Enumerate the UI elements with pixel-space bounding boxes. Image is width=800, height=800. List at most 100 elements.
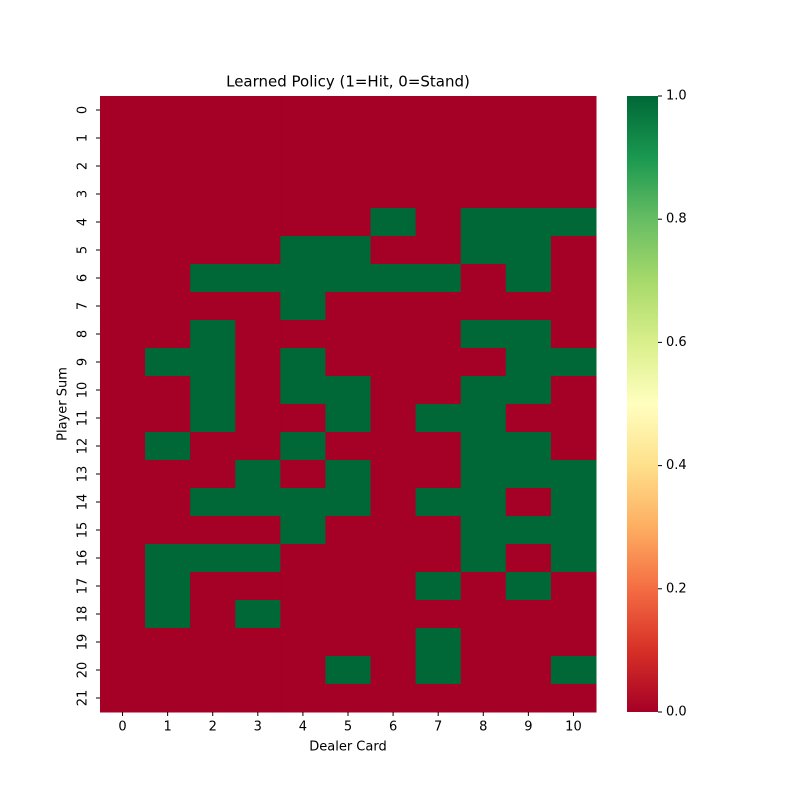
heatmap-cell — [505, 572, 552, 601]
heatmap-cell — [280, 432, 326, 461]
heatmap-cell — [415, 600, 462, 629]
heatmap-cell — [370, 320, 417, 349]
heatmap-cell — [235, 348, 281, 377]
heatmap-cell — [280, 236, 326, 265]
heatmap-cell — [190, 516, 236, 545]
heatmap-cell — [460, 628, 507, 657]
heatmap-cell — [190, 460, 236, 489]
heatmap-cell — [505, 376, 552, 405]
heatmap-cell — [145, 488, 191, 517]
heatmap-cell — [370, 432, 417, 461]
heatmap-cell — [100, 516, 146, 545]
y-tick-label: 8 — [76, 330, 91, 338]
heatmap-cell — [415, 208, 462, 237]
heatmap-cell — [505, 236, 552, 265]
heatmap-cell — [325, 180, 372, 209]
heatmap-cell — [145, 292, 191, 321]
heatmap-cell — [460, 348, 507, 377]
heatmap-cell — [370, 292, 417, 321]
heatmap-cell — [280, 152, 326, 181]
heatmap-cell — [550, 236, 597, 265]
heatmap-cell — [505, 320, 552, 349]
heatmap-cell — [370, 96, 417, 125]
heatmap-cell — [235, 236, 281, 265]
heatmap-cell — [190, 572, 236, 601]
heatmap-cell — [235, 628, 281, 657]
heatmap-cell — [190, 628, 236, 657]
heatmap-cell — [505, 460, 552, 489]
y-tick-label: 12 — [76, 438, 91, 455]
y-tick-label: 5 — [76, 246, 91, 254]
heatmap-cell — [235, 376, 281, 405]
heatmap-cell — [505, 292, 552, 321]
x-tick-label: 8 — [479, 720, 487, 735]
heatmap-cell — [550, 96, 597, 125]
colorbar-tick-label: 0.4 — [666, 458, 687, 473]
heatmap-cell — [190, 404, 236, 433]
heatmap-cell — [280, 600, 326, 629]
heatmap-cell — [100, 236, 146, 265]
heatmap-cell — [190, 152, 236, 181]
heatmap-cell — [550, 404, 597, 433]
heatmap-cell — [235, 404, 281, 433]
heatmap-cell — [280, 628, 326, 657]
heatmap-cell — [415, 320, 462, 349]
heatmap-cell — [100, 684, 146, 713]
heatmap-cell — [280, 180, 326, 209]
y-tick-label: 16 — [76, 550, 91, 567]
heatmap-cell — [460, 544, 507, 573]
heatmap-cell — [235, 656, 281, 685]
heatmap-cell — [460, 572, 507, 601]
heatmap-cell — [325, 432, 372, 461]
heatmap-cell — [325, 96, 372, 125]
heatmap-cell — [100, 404, 146, 433]
heatmap-cell — [100, 124, 146, 153]
heatmap-cell — [235, 208, 281, 237]
heatmap-cell — [415, 348, 462, 377]
heatmap-cell — [325, 572, 372, 601]
heatmap-cell — [100, 152, 146, 181]
heatmap-cell — [325, 152, 372, 181]
heatmap-cell — [145, 180, 191, 209]
heatmap-cell — [415, 684, 462, 713]
heatmap-cell — [370, 236, 417, 265]
heatmap-cell — [370, 656, 417, 685]
heatmap-cell — [550, 124, 597, 153]
y-tick-label: 21 — [76, 690, 91, 707]
heatmap-cell — [325, 684, 372, 713]
heatmap-cell — [505, 124, 552, 153]
heatmap-cell — [460, 180, 507, 209]
y-tick-label: 6 — [76, 274, 91, 282]
heatmap-cell — [100, 208, 146, 237]
heatmap-cell — [100, 96, 146, 125]
heatmap-cell — [370, 348, 417, 377]
heatmap-cell — [415, 460, 462, 489]
heatmap-cell — [190, 432, 236, 461]
x-tick-label: 5 — [344, 720, 352, 735]
heatmap-cell — [100, 264, 146, 293]
heatmap-cell — [100, 572, 146, 601]
heatmap-cell — [100, 488, 146, 517]
heatmap-cell — [145, 432, 191, 461]
heatmap-cell — [145, 516, 191, 545]
heatmap-cell — [550, 572, 597, 601]
heatmap-cell — [235, 180, 281, 209]
heatmap-cell — [460, 656, 507, 685]
heatmap-cell — [460, 516, 507, 545]
heatmap-cell — [460, 432, 507, 461]
heatmap-cell — [235, 124, 281, 153]
heatmap-cell — [145, 544, 191, 573]
heatmap-cell — [190, 236, 236, 265]
heatmap-cell — [280, 516, 326, 545]
heatmap-cell — [325, 656, 372, 685]
heatmap-cell — [325, 460, 372, 489]
heatmap-cell — [100, 656, 146, 685]
heatmap-cell — [550, 628, 597, 657]
heatmap-cell — [550, 180, 597, 209]
x-axis-label: Dealer Card — [309, 740, 386, 755]
heatmap-cell — [550, 348, 597, 377]
heatmap-cell — [415, 292, 462, 321]
heatmap-cell — [370, 376, 417, 405]
heatmap-cell — [370, 264, 417, 293]
